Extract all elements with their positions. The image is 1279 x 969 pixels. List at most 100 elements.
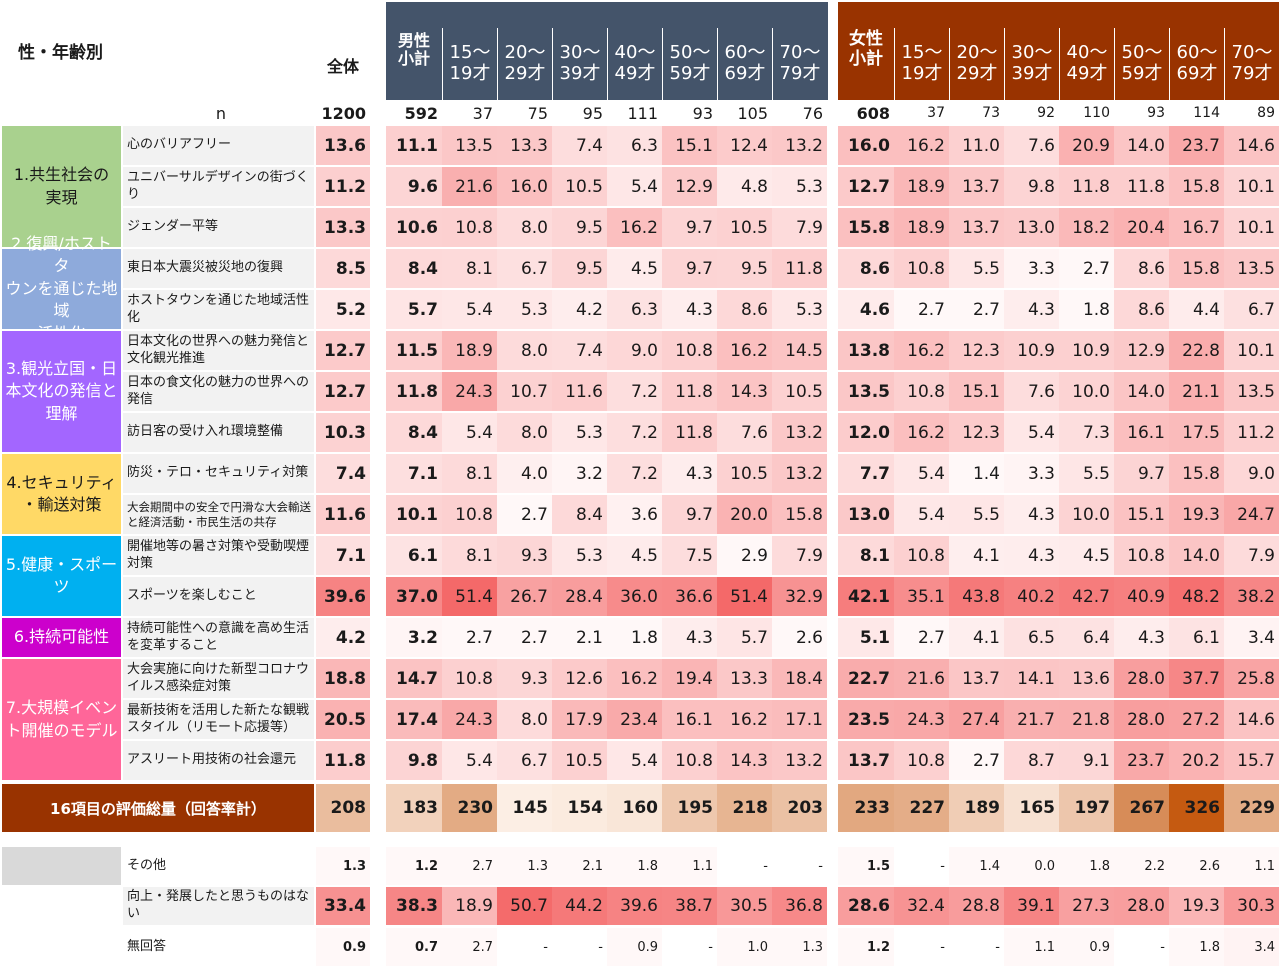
cell-male-age: 13.2 bbox=[772, 413, 827, 452]
cell-male-age: 5.4 bbox=[442, 413, 497, 452]
cell-male-age: 9.7 bbox=[662, 208, 717, 247]
cell-male-age: 3.6 bbox=[607, 495, 662, 534]
n-total: 1200 bbox=[321, 103, 366, 123]
cell-female-age: 14.0 bbox=[1114, 126, 1169, 165]
cell-male-age: 2.7 bbox=[442, 928, 497, 966]
cell-female-age: 4.4 bbox=[1169, 290, 1224, 329]
cell-female-age: 3.4 bbox=[1224, 618, 1279, 657]
cell-male-age: 50.7 bbox=[497, 887, 552, 925]
cell-female-age: 28.0 bbox=[1114, 659, 1169, 698]
row-item-label: スポーツを楽しむこと bbox=[123, 577, 314, 616]
cell-female-subtotal: 12.0 bbox=[838, 413, 894, 452]
cell-total: 20.5 bbox=[316, 700, 370, 739]
row-item-label: 防災・テロ・セキュリティ対策 bbox=[123, 454, 314, 493]
cell-male-age: 9.7 bbox=[662, 495, 717, 534]
cell-male-age: 4.2 bbox=[552, 290, 607, 329]
male-age-header: 40～ 49才 bbox=[607, 28, 662, 100]
cell-female-subtotal: 28.6 bbox=[838, 887, 894, 925]
cell-female-age: 3.3 bbox=[1004, 454, 1059, 493]
cell-male-age: 0.9 bbox=[607, 928, 662, 966]
cell-female-age: 22.8 bbox=[1169, 331, 1224, 370]
cell-male-age: 3.2 bbox=[552, 454, 607, 493]
cell-female-age: 32.4 bbox=[894, 887, 949, 925]
cell-female-age: 4.5 bbox=[1059, 536, 1114, 575]
female-age-header: 20～ 29才 bbox=[949, 28, 1004, 100]
cell-female-age: 20.9 bbox=[1059, 126, 1114, 165]
cell-male-age: 4.3 bbox=[662, 290, 717, 329]
cell-female-age: 4.3 bbox=[1114, 618, 1169, 657]
cell-male-age: 24.3 bbox=[442, 700, 497, 739]
cell-male-age: 7.6 bbox=[717, 413, 772, 452]
cell-total: 1.3 bbox=[316, 847, 370, 885]
summary-female-age: 267 bbox=[1114, 784, 1169, 832]
cell-female-age: 4.3 bbox=[1004, 290, 1059, 329]
cell-female-subtotal: 8.1 bbox=[838, 536, 894, 575]
cell-female-age: 15.8 bbox=[1169, 249, 1224, 288]
cell-male-subtotal: 6.1 bbox=[386, 536, 442, 575]
row-item-label: 日本の食文化の魅力の世界への発信 bbox=[123, 372, 314, 411]
cell-male-subtotal: 0.7 bbox=[386, 928, 442, 966]
n-male-age: 93 bbox=[692, 103, 713, 123]
n-female-age: 92 bbox=[1037, 105, 1055, 121]
cell-female-age: 7.3 bbox=[1059, 413, 1114, 452]
n-male-age: 37 bbox=[472, 103, 493, 123]
cell-male-age: 15.8 bbox=[772, 495, 827, 534]
cell-female-subtotal: 22.7 bbox=[838, 659, 894, 698]
cell-female-age: 21.1 bbox=[1169, 372, 1224, 411]
cell-male-age: 14.3 bbox=[717, 372, 772, 411]
cell-female-age: 13.7 bbox=[949, 167, 1004, 206]
cell-male-age: 17.9 bbox=[552, 700, 607, 739]
cell-male-age: 12.9 bbox=[662, 167, 717, 206]
cell-male-age: 16.0 bbox=[497, 167, 552, 206]
cell-female-age: 37.7 bbox=[1169, 659, 1224, 698]
row-item-label: 最新技術を活用した新たな観戦スタイル（リモート応援等） bbox=[123, 700, 314, 739]
cell-male-age: 30.5 bbox=[717, 887, 772, 925]
cell-male-age: 11.6 bbox=[552, 372, 607, 411]
cell-female-age: 23.7 bbox=[1114, 741, 1169, 780]
cell-male-age: 2.7 bbox=[497, 618, 552, 657]
cell-male-age: 8.0 bbox=[497, 331, 552, 370]
cell-female-age: 2.7 bbox=[949, 741, 1004, 780]
cell-total: 12.7 bbox=[316, 372, 370, 411]
cell-male-subtotal: 5.7 bbox=[386, 290, 442, 329]
cell-female-age: 10.9 bbox=[1059, 331, 1114, 370]
cell-female-age: 16.1 bbox=[1114, 413, 1169, 452]
row-item-label: 東日本大震災被災地の復興 bbox=[123, 249, 314, 288]
cell-female-age: 10.8 bbox=[894, 372, 949, 411]
cell-female-subtotal: 13.0 bbox=[838, 495, 894, 534]
cell-male-age: 7.9 bbox=[772, 208, 827, 247]
cell-total: 33.4 bbox=[316, 887, 370, 925]
female-age-header: 30～ 39才 bbox=[1004, 28, 1059, 100]
n-female-age: 110 bbox=[1083, 105, 1110, 121]
cell-female-age: 10.8 bbox=[894, 536, 949, 575]
cell-female-age: 40.9 bbox=[1114, 577, 1169, 616]
cell-female-age: 4.3 bbox=[1004, 495, 1059, 534]
cell-male-age: - bbox=[497, 928, 552, 966]
cell-female-age: 13.5 bbox=[1224, 372, 1279, 411]
male-age-header: 30～ 39才 bbox=[552, 28, 607, 100]
row-item-label: 日本文化の世界への魅力発信と文化観光推進 bbox=[123, 331, 314, 370]
cell-female-age: 7.9 bbox=[1224, 536, 1279, 575]
summary-male-age: 154 bbox=[552, 784, 607, 832]
summary-label: 16項目の評価総量（回答率計） bbox=[2, 784, 314, 832]
cell-female-age: 1.8 bbox=[1059, 847, 1114, 885]
cell-female-age: - bbox=[1114, 928, 1169, 966]
cell-male-age: 10.8 bbox=[442, 208, 497, 247]
cell-male-age: - bbox=[552, 928, 607, 966]
n-male: 592 bbox=[404, 103, 438, 123]
cell-female-age: 11.8 bbox=[1114, 167, 1169, 206]
cell-total: 11.8 bbox=[316, 741, 370, 780]
cell-male-age: 8.1 bbox=[442, 249, 497, 288]
cell-male-age: 32.9 bbox=[772, 577, 827, 616]
cell-male-age: 4.0 bbox=[497, 454, 552, 493]
cell-male-age: 10.7 bbox=[497, 372, 552, 411]
cell-male-age: 5.3 bbox=[772, 290, 827, 329]
cell-female-age: 16.7 bbox=[1169, 208, 1224, 247]
cell-male-subtotal: 11.5 bbox=[386, 331, 442, 370]
cell-male-age: 18.4 bbox=[772, 659, 827, 698]
cell-male-age: 16.2 bbox=[607, 659, 662, 698]
cell-female-age: 10.1 bbox=[1224, 331, 1279, 370]
cell-male-age: 21.6 bbox=[442, 167, 497, 206]
cell-female-age: 13.5 bbox=[1224, 249, 1279, 288]
cell-male-age: 7.2 bbox=[607, 413, 662, 452]
